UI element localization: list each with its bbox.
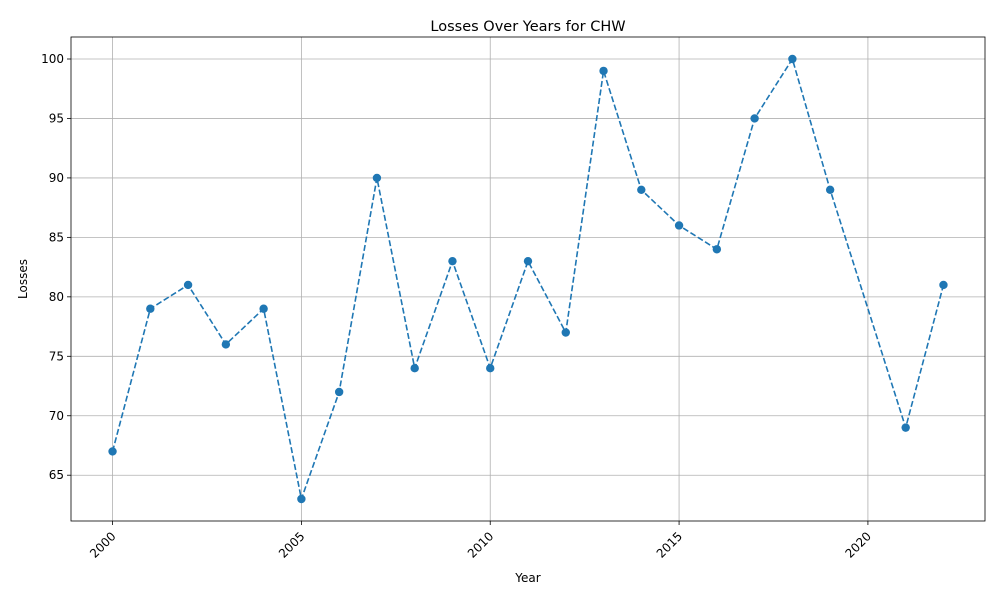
data-point: [146, 304, 155, 313]
data-point: [372, 173, 382, 183]
data-point: [297, 494, 306, 504]
series-line: [111, 57, 945, 503]
data-point: [750, 114, 759, 123]
data-point: [825, 185, 835, 195]
y-tick-label: 90: [49, 171, 64, 185]
data-series: [108, 54, 948, 504]
x-axis-title: Year: [514, 571, 540, 585]
y-tick-label: 85: [49, 230, 64, 244]
data-point: [259, 304, 268, 313]
data-point: [486, 363, 495, 373]
y-tick-label: 95: [49, 111, 64, 125]
data-point: [334, 387, 344, 397]
y-tick-label: 80: [49, 290, 64, 304]
data-point: [183, 280, 193, 290]
y-tick-label: 100: [41, 52, 64, 66]
data-point: [712, 245, 722, 254]
data-point: [448, 256, 457, 266]
data-point: [788, 54, 797, 64]
data-point: [221, 340, 231, 349]
grid: [71, 37, 985, 521]
data-point: [523, 256, 533, 266]
data-point: [901, 423, 910, 432]
y-tick-label: 75: [49, 349, 64, 363]
data-point: [637, 185, 646, 195]
y-tick-label: 70: [49, 409, 64, 423]
data-point: [599, 66, 608, 76]
plot-frame: [70, 36, 986, 522]
chart-title: Losses Over Years for CHW: [430, 19, 625, 35]
data-point: [410, 363, 419, 373]
data-point: [674, 221, 684, 230]
data-point: [108, 447, 117, 456]
data-point: [939, 280, 948, 290]
data-point: [561, 328, 570, 337]
y-axis: 65 70 75 80 85 90 95 100: [41, 52, 71, 482]
y-axis-title: Losses: [16, 259, 30, 299]
y-tick-label: 65: [49, 468, 64, 482]
